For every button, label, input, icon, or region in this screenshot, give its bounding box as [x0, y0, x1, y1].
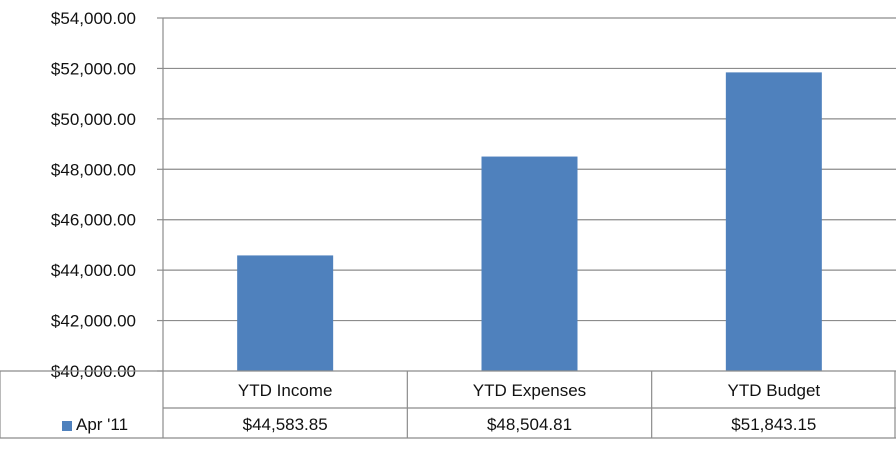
legend-label: Apr '11	[76, 415, 128, 434]
y-tick-label: $46,000.00	[51, 211, 136, 230]
data-label: $48,504.81	[487, 415, 572, 434]
bars	[237, 72, 822, 372]
category-label: YTD Income	[238, 381, 332, 400]
category-label: YTD Budget	[728, 381, 821, 400]
bar	[725, 72, 822, 372]
y-tick-label: $52,000.00	[51, 59, 136, 78]
legend-swatch	[62, 421, 72, 431]
bar	[237, 255, 334, 371]
y-tick-label: $44,000.00	[51, 261, 136, 280]
y-tick-label: $50,000.00	[51, 110, 136, 129]
y-tick-label: $42,000.00	[51, 312, 136, 331]
axes: $40,000.00$42,000.00$44,000.00$46,000.00…	[51, 9, 164, 438]
category-label: YTD Expenses	[473, 381, 586, 400]
data-label: $51,843.15	[731, 415, 816, 434]
bar	[481, 156, 578, 371]
data-label: $44,583.85	[243, 415, 328, 434]
y-tick-label: $48,000.00	[51, 160, 136, 179]
data-table: YTD Income $44,583.85 YTD Expenses $48,504.…	[0, 370, 896, 439]
y-tick-label: $54,000.00	[51, 9, 136, 28]
